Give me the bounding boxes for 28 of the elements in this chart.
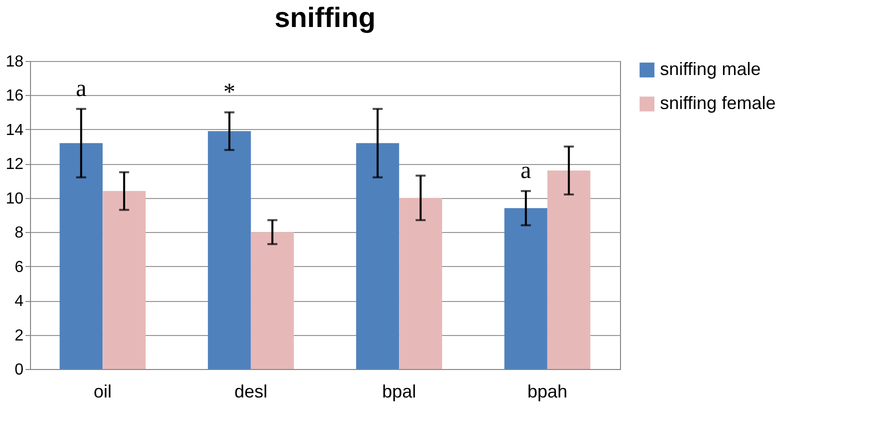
y-tick-label: 16 [6, 88, 24, 105]
x-tick-label: bpah [527, 382, 568, 402]
y-tick-label: 18 [6, 54, 24, 70]
x-tick-label: bpal [382, 382, 416, 402]
bar [504, 208, 548, 369]
bar [60, 143, 103, 369]
y-tick-label: 4 [14, 293, 24, 310]
bar [547, 170, 590, 369]
y-tick-label: 8 [14, 224, 24, 242]
y-tick-label: 14 [6, 122, 24, 139]
bar [356, 143, 400, 369]
annotation: * [223, 79, 236, 106]
annotation: a [520, 158, 532, 184]
y-tick-label: 0 [14, 362, 24, 378]
bar [102, 191, 146, 369]
bar [399, 198, 442, 369]
bar [208, 131, 251, 369]
y-tick-label: 2 [14, 327, 24, 344]
y-tick-label: 12 [6, 156, 24, 174]
y-tick-label: 6 [14, 258, 24, 276]
legend-label: sniffing male [660, 59, 761, 79]
x-tick-label: desl [234, 382, 268, 402]
y-tick-label: 10 [6, 190, 24, 208]
bar [250, 232, 294, 369]
x-tick-label: oil [94, 382, 112, 402]
annotation: a [76, 76, 87, 102]
chart-title: sniffing [274, 2, 376, 33]
legend-label: sniffing female [660, 93, 776, 113]
